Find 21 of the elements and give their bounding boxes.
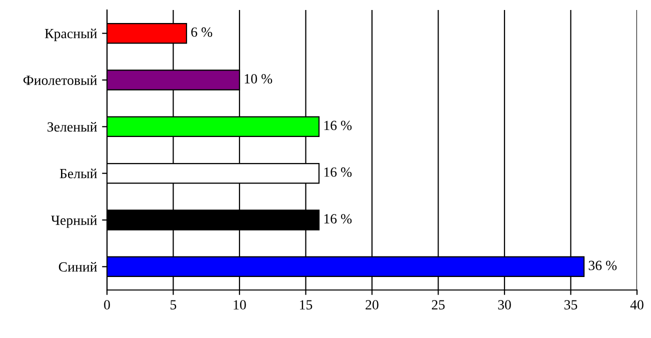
y-tick-label: Фиолетовый	[23, 75, 97, 85]
y-tick-label: Белый	[60, 168, 97, 178]
y-tick-label: Зеленый	[48, 122, 97, 132]
x-tick-label: 25	[432, 300, 445, 310]
data-label: 10 %	[244, 74, 272, 84]
data-label: 36 %	[588, 260, 617, 270]
y-tick-label: Черный	[51, 215, 97, 228]
data-label: 6 %	[191, 27, 212, 37]
x-tick-label: 0	[104, 300, 110, 310]
y-tick-label: Красный	[44, 28, 97, 42]
x-tick-label: 20	[366, 300, 378, 310]
data-label: 16 %	[324, 167, 352, 177]
data-label: 16 %	[324, 214, 352, 224]
x-tick-label: 15	[300, 300, 312, 310]
x-tick-label: 10	[234, 300, 246, 310]
x-tick-label: 40	[630, 300, 644, 310]
x-tick-label: 35	[564, 300, 578, 310]
y-tick-label: Синий	[58, 262, 97, 272]
data-label: 16 %	[324, 120, 352, 130]
x-tick-label: 5	[170, 300, 176, 310]
x-tick-label: 30	[498, 300, 511, 310]
